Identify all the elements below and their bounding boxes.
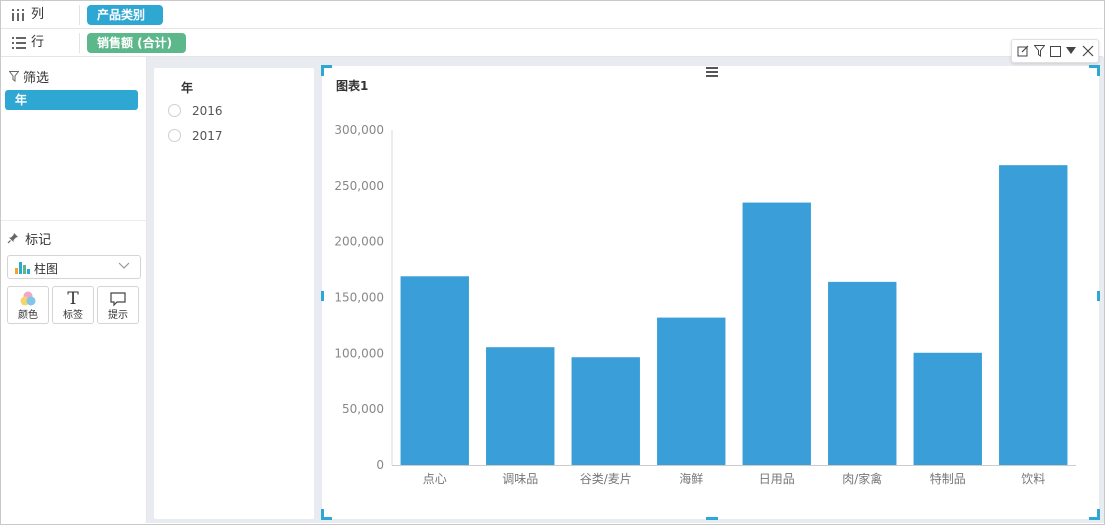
y-tick-label: 50,000 <box>342 402 384 416</box>
dropdown-icon[interactable] <box>1064 43 1078 59</box>
mark-type-label: 柱图 <box>34 262 59 276</box>
marks-section-label: 标记 <box>25 233 52 248</box>
y-tick-label: 250,000 <box>334 179 384 193</box>
resize-handle-left[interactable] <box>321 291 324 301</box>
x-tick-label: 点心 <box>423 472 447 486</box>
tooltip-icon <box>98 290 138 308</box>
shelf-divider <box>79 5 80 25</box>
columns-shelf-label: 列 <box>31 7 45 22</box>
bar[interactable] <box>657 317 726 465</box>
y-tick-label: 0 <box>376 458 384 472</box>
resize-corner[interactable] <box>321 65 332 76</box>
filter-widget-title: 年 <box>181 81 194 95</box>
bar[interactable] <box>913 352 982 465</box>
resize-handle-right[interactable] <box>1097 291 1100 301</box>
bar[interactable] <box>571 357 640 465</box>
resize-corner[interactable] <box>1089 65 1100 76</box>
rows-shelf: 行 销售额 (合计) <box>1 29 1103 57</box>
bar[interactable] <box>486 347 555 465</box>
mark-type-select[interactable]: 柱图 <box>7 255 141 279</box>
close-icon[interactable] <box>1081 43 1095 59</box>
bar[interactable] <box>999 165 1068 466</box>
chevron-down-icon <box>118 259 130 274</box>
year-filter-widget: 年 2016 2017 <box>154 68 314 519</box>
x-tick-label: 特制品 <box>930 471 966 486</box>
color-label: 颜色 <box>18 310 38 321</box>
shelf-divider <box>79 33 80 53</box>
filter-field-pill[interactable]: 年 <box>5 90 138 110</box>
columns-icon <box>11 7 27 23</box>
filter-option-label: 2016 <box>192 104 223 118</box>
bar[interactable] <box>828 281 897 465</box>
text-icon: T <box>67 289 79 309</box>
panel-divider <box>1 220 147 221</box>
columns-shelf: 列 产品类别 <box>1 1 1103 29</box>
chart-widget[interactable]: 图表1 0 50,000 100,000 150,000 200,000 250,000 3… <box>321 65 1100 520</box>
tooltip-mark-button[interactable]: 提示 <box>97 286 139 324</box>
row-field-pill[interactable]: 销售额 (合计) <box>87 33 186 53</box>
filter-option-label: 2017 <box>192 129 223 143</box>
y-tick-label: 100,000 <box>334 346 384 360</box>
pin-icon <box>7 233 23 248</box>
x-tick-label: 饮料 <box>1021 472 1045 486</box>
x-tick-label: 谷类/麦片 <box>580 472 632 486</box>
column-field-pill[interactable]: 产品类别 <box>87 5 163 25</box>
filter-section-title: 筛选 <box>8 67 50 86</box>
chart-title: 图表1 <box>336 79 369 93</box>
rows-shelf-label: 行 <box>31 35 45 50</box>
radio-button[interactable] <box>168 129 181 142</box>
y-tick-label: 200,000 <box>334 235 384 249</box>
chart-toolbar <box>1011 39 1099 63</box>
filter-icon[interactable] <box>1032 43 1046 59</box>
resize-handle-bottom[interactable] <box>706 517 718 520</box>
y-tick-label: 150,000 <box>334 291 384 305</box>
bar[interactable] <box>400 276 469 465</box>
bar-chart: 0 50,000 100,000 150,000 200,000 250,000 300,0… <box>334 123 1076 486</box>
rows-icon <box>11 35 27 51</box>
x-tick-label: 日用品 <box>759 472 795 486</box>
resize-corner[interactable] <box>1089 509 1100 520</box>
radio-button[interactable] <box>168 104 181 117</box>
filter-icon <box>8 71 21 85</box>
edit-icon[interactable] <box>1016 43 1030 59</box>
tooltip-label: 提示 <box>108 310 128 321</box>
marks-section-title: 标记 <box>7 229 51 248</box>
left-panel: 筛选 年 标记 柱图 颜色 T 标签 提示 <box>1 57 147 523</box>
label-label: 标签 <box>63 310 83 321</box>
resize-corner[interactable] <box>321 509 332 520</box>
x-tick-label: 海鲜 <box>679 471 703 486</box>
bar-chart-icon <box>15 261 30 274</box>
x-tick-label: 调味品 <box>502 472 538 486</box>
drag-handle-icon[interactable] <box>706 66 718 77</box>
y-tick-label: 300,000 <box>334 123 384 137</box>
filter-section-label: 筛选 <box>23 71 50 86</box>
label-mark-button[interactable]: T 标签 <box>52 286 94 324</box>
maximize-icon[interactable] <box>1048 43 1062 59</box>
color-icon <box>8 290 48 308</box>
x-tick-label: 肉/家禽 <box>842 471 882 486</box>
color-mark-button[interactable]: 颜色 <box>7 286 49 324</box>
bar[interactable] <box>742 202 811 466</box>
